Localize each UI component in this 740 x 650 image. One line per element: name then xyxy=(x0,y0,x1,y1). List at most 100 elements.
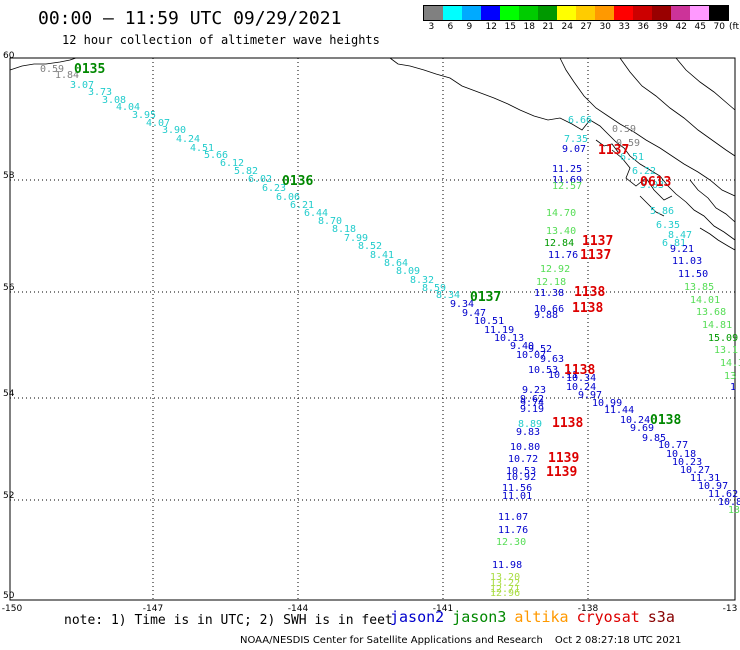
legend-unit: (ft) xyxy=(729,22,740,32)
pass-number-label: 1138 xyxy=(564,363,595,378)
latitude-label: 52 xyxy=(3,491,14,501)
wave-height-value: 12.92 xyxy=(540,264,570,275)
coastline-segment xyxy=(611,149,673,201)
coastline-segment xyxy=(389,57,736,241)
wave-height-value: 8.47 xyxy=(668,230,692,241)
wave-height-value: 8.09 xyxy=(396,266,420,277)
legend-swatch xyxy=(576,6,595,20)
wave-height-value: 9.19 xyxy=(520,404,544,415)
wave-height-value: 13.1 xyxy=(714,345,738,356)
wave-height-value: 8.64 xyxy=(384,258,408,269)
wave-height-value: 13.40 xyxy=(546,226,576,237)
wave-height-value: 13 xyxy=(724,371,736,382)
wave-height-value: 6.22 xyxy=(632,166,656,177)
wave-height-value: 9.85 xyxy=(642,433,666,444)
longitude-label: -150 xyxy=(2,604,23,614)
wave-height-value: 12.84 xyxy=(544,238,574,249)
map-frame xyxy=(9,57,736,601)
pass-number-label: 1137 xyxy=(580,248,611,263)
wave-height-value: 10.07 xyxy=(516,350,546,361)
legend-tick-label: 24 xyxy=(561,22,573,32)
wave-height-value: 12.57 xyxy=(552,181,582,192)
legend-tick-label: 39 xyxy=(656,22,668,32)
wave-height-value: 6.12 xyxy=(220,158,244,169)
coastline-segment xyxy=(619,57,736,157)
latitude-label: 56 xyxy=(3,283,15,293)
wave-height-value: 14.3 xyxy=(720,358,740,369)
wave-height-value: 10.24 xyxy=(566,382,596,393)
coastline-segment xyxy=(639,195,665,217)
wave-height-value: 8.32 xyxy=(410,275,434,286)
wave-height-value: 8.52 xyxy=(358,241,382,252)
legend-swatch xyxy=(481,6,500,20)
legend-tick-label: 36 xyxy=(637,22,649,32)
coastline-segment xyxy=(9,57,77,71)
legend-swatch xyxy=(614,6,633,20)
wave-height-value: 11.01 xyxy=(502,491,532,502)
wave-height-value: 14.81 xyxy=(702,320,732,331)
legend-tick-label: 6 xyxy=(447,22,454,32)
wave-height-value: 11.56 xyxy=(502,483,532,494)
wave-height-value: 11.50 xyxy=(678,269,708,280)
wave-height-value: 14.01 xyxy=(690,295,720,306)
wave-height-value: 4.24 xyxy=(176,134,200,145)
credit-text: NOAA/NESDIS Center for Satellite Applica… xyxy=(240,635,543,646)
wave-height-value: 3.73 xyxy=(88,87,112,98)
latitude-label: 58 xyxy=(3,171,15,181)
wave-height-value: 7.35 xyxy=(564,134,588,145)
pass-number-label: 0137 xyxy=(470,290,501,305)
satellite-legend-s3a: s3a xyxy=(647,608,675,626)
pass-number-label: 1137 xyxy=(598,143,629,158)
wave-height-value: 11.44 xyxy=(604,405,634,416)
page-subtitle: 12 hour collection of altimeter wave hei… xyxy=(62,33,380,47)
pass-number-label: 1138 xyxy=(552,416,583,431)
wave-height-value: 10.53 xyxy=(506,466,536,477)
wave-height-value: 13.85 xyxy=(684,282,714,293)
coastline-segment xyxy=(559,57,736,197)
pass-number-labels: 0135013601370138113711371137113811381138… xyxy=(74,62,681,480)
wave-height-value: 10.92 xyxy=(506,472,536,483)
alaska-coastline xyxy=(9,57,736,251)
legend-swatch xyxy=(500,6,519,20)
wave-height-value: 10.53 xyxy=(528,365,558,376)
pass-number-label: 0613 xyxy=(640,175,671,190)
wave-height-value: 11.62 xyxy=(708,489,738,500)
wave-height-value: 9.40 xyxy=(510,341,534,352)
satellite-legend-altika: altika xyxy=(514,608,569,626)
wave-height-value: 9.47 xyxy=(462,308,486,319)
wave-height-value: 3.07 xyxy=(70,80,94,91)
wave-height-value: 10.80 xyxy=(510,442,540,453)
wave-height-value: 9.74 xyxy=(520,398,544,409)
coastline-segment xyxy=(699,227,736,251)
wave-height-value: 0.59 xyxy=(616,138,640,149)
wave-height-value: 0.59 xyxy=(40,64,64,75)
wave-height-value: 8.41 xyxy=(370,250,394,261)
legend-swatch xyxy=(443,6,462,20)
longitude-label: -141 xyxy=(433,604,453,614)
wave-height-value: 14.70 xyxy=(546,208,576,219)
satellite-legend-jason3: jason3 xyxy=(452,608,507,626)
legend-tick-label: 30 xyxy=(599,22,611,32)
longitude-label: -138 xyxy=(578,604,599,614)
lat-lon-grid xyxy=(9,57,736,601)
wave-height-value: 10.72 xyxy=(508,454,538,465)
latitude-label: 54 xyxy=(3,389,15,399)
latitude-label: 60 xyxy=(3,51,15,61)
wave-height-value: 8.18 xyxy=(332,224,356,235)
latitude-label: 50 xyxy=(3,591,15,601)
wave-height-value: 5.82 xyxy=(234,166,258,177)
wave-height-value: 4.04 xyxy=(116,102,140,113)
wave-height-value: 9.69 xyxy=(630,423,654,434)
wave-height-value: 6.06 xyxy=(276,192,300,203)
legend-swatch xyxy=(538,6,557,20)
wave-height-value: 1 xyxy=(730,382,736,393)
pass-number-label: 0136 xyxy=(282,174,313,189)
wave-height-labels: 0.591.843.073.733.084.043.954.073.904.24… xyxy=(40,64,740,599)
legend-tick-label: 3 xyxy=(428,22,435,32)
wave-height-value: 11.38 xyxy=(534,288,564,299)
coastline-segment xyxy=(689,179,736,223)
pass-number-label: 1138 xyxy=(574,285,605,300)
wave-height-value: 6.66 xyxy=(568,115,592,126)
longitude-label: -144 xyxy=(288,604,309,614)
